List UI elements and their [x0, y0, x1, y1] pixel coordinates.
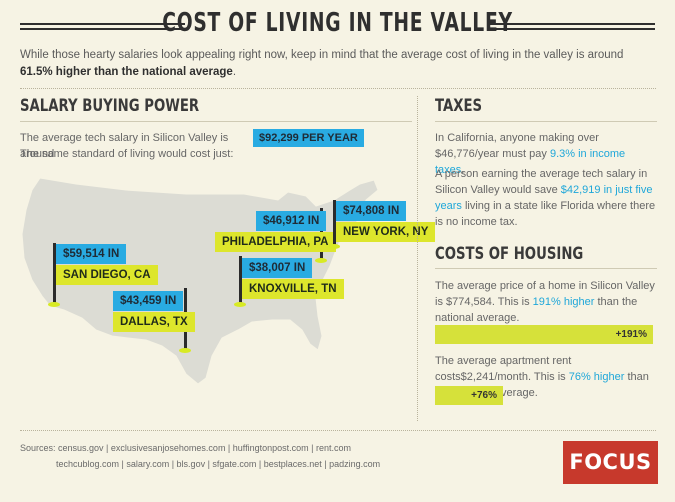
salary-line1: The average tech salary in Silicon Valle…	[20, 132, 229, 160]
housing-p2-text: The average apartment rent costs$2,241/m…	[435, 355, 572, 383]
sources-line-2: techcublog.com | salary.com | bls.gov | …	[56, 459, 381, 469]
taxes-p1-end: .	[461, 164, 465, 176]
intro-paragraph: While those hearty salaries look appeali…	[20, 47, 640, 81]
housing-p1-text: The average price of a home in Silicon V…	[435, 280, 655, 308]
flag-pole-new-york	[333, 200, 336, 246]
flag-city-dallas: DALLAS, TX	[113, 312, 195, 332]
salary-heading-rule	[20, 121, 412, 122]
housing-heading-rule	[435, 268, 657, 269]
taxes-p2-highlight: $42,919 in just five years	[435, 184, 653, 212]
location-marker-dallas	[179, 348, 191, 353]
housing-heading: COSTS OF HOUSING	[435, 244, 584, 264]
divider-bottom	[20, 430, 656, 431]
flag-amount-san-diego: $59,514 IN	[56, 244, 127, 264]
flag-amount-philadelphia: $46,912 IN	[256, 211, 327, 231]
location-marker-knoxville	[234, 302, 246, 307]
title-rule-left	[20, 23, 185, 25]
flag-city-philadelphia: PHILADELPHIA, PA	[215, 232, 336, 252]
taxes-paragraph-2: A person earning the average tech salary…	[435, 166, 660, 230]
housing-paragraph-2: The average apartment rent costs$2,241/m…	[435, 353, 660, 401]
taxes-p2-text: A person earning the average tech salary…	[435, 168, 648, 196]
housing-p1-end: than the national average.	[435, 296, 638, 324]
flag-amount-knoxville: $38,007 IN	[242, 258, 313, 278]
flag-amount-new-york: $74,808 IN	[336, 201, 407, 221]
divider-top	[20, 88, 656, 89]
taxes-heading-rule	[435, 121, 657, 122]
intro-highlight: 61.5% higher than the national average	[20, 66, 233, 78]
title-rule-right-2	[490, 28, 655, 30]
housing-bar-rent-label: +76%	[471, 390, 497, 401]
taxes-paragraph-1: In California, anyone making over $46,77…	[435, 130, 657, 178]
taxes-p1-highlight: 9.3% in income taxes	[435, 148, 626, 176]
housing-bar-rent: +76%	[435, 386, 503, 405]
location-marker-san-diego	[48, 302, 60, 307]
sources-line-1: Sources: census.gov | exclusivesanjoseho…	[20, 443, 352, 453]
flag-pole-knoxville	[239, 256, 242, 304]
flag-city-knoxville: KNOXVILLE, TN	[242, 279, 344, 299]
title-rule-right	[490, 23, 655, 25]
housing-paragraph-1: The average price of a home in Silicon V…	[435, 278, 660, 326]
housing-p2-highlight: 76% higher	[568, 371, 625, 383]
housing-bar-home-price-label: +191%	[615, 329, 647, 340]
intro-end: .	[232, 66, 237, 78]
salary-heading: SALARY BUYING POWER	[20, 96, 200, 116]
salary-line2: The same standard of living would cost j…	[20, 148, 234, 160]
taxes-heading: TAXES	[435, 96, 483, 116]
taxes-p2-end: living in a state like Florida where the…	[435, 200, 656, 228]
flag-city-new-york: NEW YORK, NY	[336, 222, 436, 242]
title-rule-left-2	[20, 28, 185, 30]
column-divider	[417, 96, 418, 421]
intro-text: While those hearty salaries look appeali…	[20, 49, 624, 61]
housing-bar-home-price: +191%	[435, 325, 653, 344]
flag-city-san-diego: SAN DIEGO, CA	[56, 265, 158, 285]
focus-logo[interactable]: FOCUS	[563, 441, 658, 484]
location-marker-philadelphia	[315, 258, 327, 263]
page-title: COST OF LIVING IN THE VALLEY	[162, 8, 513, 38]
flag-pole-san-diego	[53, 243, 56, 303]
salary-tag: $92,299 PER YEAR	[253, 129, 364, 147]
housing-p1-highlight: 191% higher	[532, 296, 595, 308]
flag-amount-dallas: $43,459 IN	[113, 291, 184, 311]
location-marker-new-york	[328, 244, 340, 249]
taxes-p1-text: In California, anyone making over $46,77…	[435, 132, 599, 160]
